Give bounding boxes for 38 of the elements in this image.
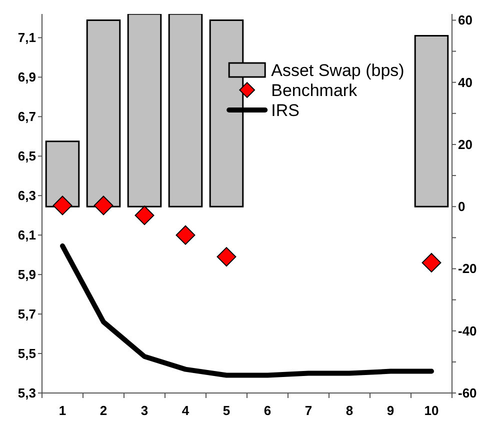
point: [216, 247, 236, 267]
legend-label: IRS: [271, 100, 300, 120]
y2-tick-label: -20: [458, 261, 477, 276]
x-tick-label: 3: [140, 403, 148, 418]
legend-label: Asset Swap (bps): [271, 60, 404, 80]
y-tick-label: 6,3: [18, 188, 36, 204]
y2-tick-label: 60: [458, 12, 472, 28]
y2-tick-label: 0: [458, 199, 466, 214]
x-tick-label: 7: [304, 403, 312, 418]
y2-tick-label: -40: [458, 323, 477, 338]
y-tick-label: 5,3: [18, 386, 36, 400]
x-tick-label: 4: [182, 403, 190, 418]
point: [422, 253, 442, 272]
x-tick-label: 10: [424, 403, 439, 418]
y2-tick-label: 40: [458, 74, 472, 90]
y-tick-label: 6,5: [18, 148, 36, 164]
x-tick-label: 9: [386, 403, 394, 418]
x-tick-label: 8: [346, 403, 354, 418]
x-tick-label: 6: [264, 403, 272, 418]
y-tick-label: 5,5: [18, 346, 36, 362]
y-tick-label: 6,9: [18, 70, 36, 85]
point: [52, 196, 72, 216]
y-tick-label: 6,1: [18, 228, 36, 243]
bar: [168, 14, 203, 208]
y-tick-label: 5,9: [18, 267, 36, 282]
point: [94, 196, 114, 216]
y-tick-label: 7,1: [18, 30, 36, 46]
x-tick-label: 1: [58, 403, 66, 418]
y2-tick-label: -60: [458, 386, 477, 400]
bar: [414, 34, 449, 208]
point: [134, 206, 154, 226]
x-tick-label: 2: [100, 403, 108, 418]
x-tick-label: 5: [222, 403, 230, 418]
legend-label: Benchmark: [271, 80, 358, 100]
y-tick-label: 5,7: [18, 306, 36, 322]
point: [176, 225, 196, 245]
y-tick-label: 6,7: [18, 109, 36, 124]
y2-tick-label: 20: [458, 136, 472, 152]
